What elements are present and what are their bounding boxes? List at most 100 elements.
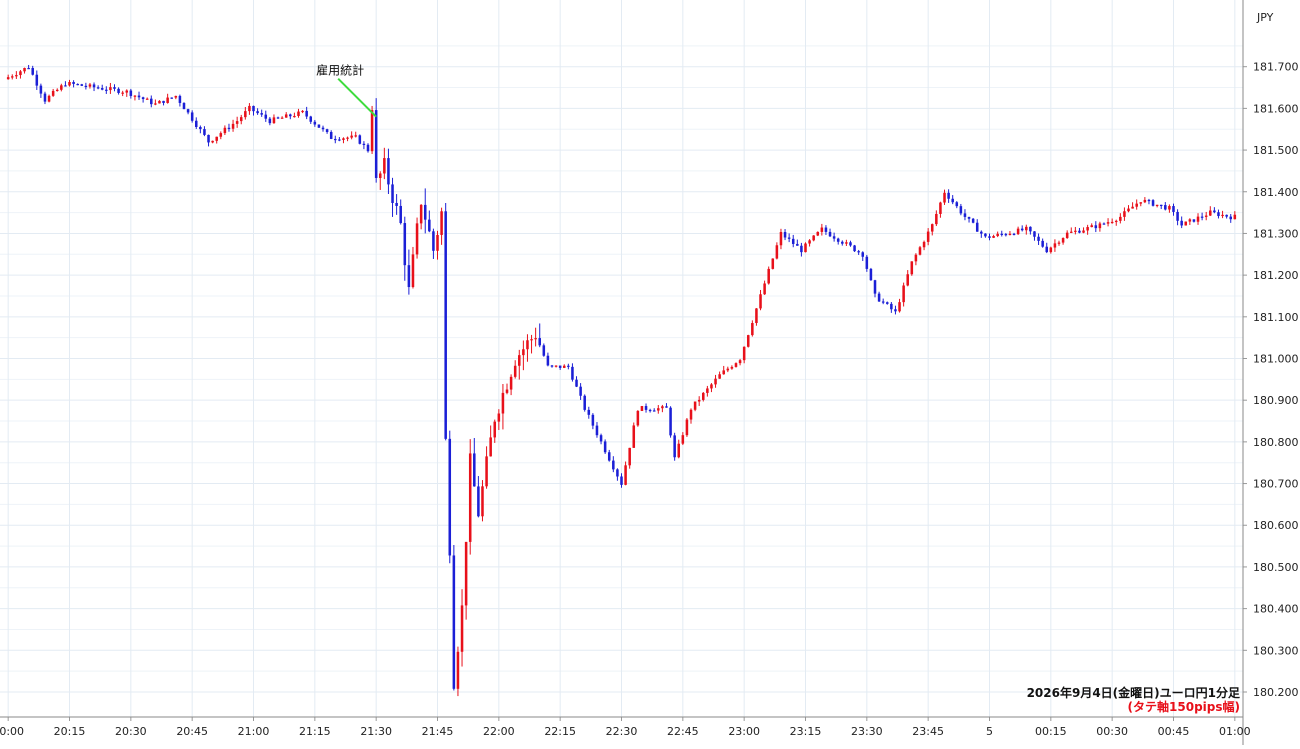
candle-body — [513, 365, 517, 377]
candle-body — [456, 651, 460, 689]
candle-body — [1184, 221, 1188, 226]
candle-body — [354, 135, 357, 137]
candle-body — [162, 100, 165, 103]
candle-body — [722, 370, 725, 375]
candle-body — [227, 127, 231, 129]
candle-body — [595, 425, 599, 436]
candle-body — [268, 118, 272, 124]
candle-body — [930, 224, 934, 232]
candle-body — [96, 87, 100, 89]
candle-body — [113, 87, 116, 89]
candle-body — [338, 139, 341, 141]
candle-body — [51, 90, 55, 96]
candle-body — [1123, 211, 1126, 217]
candle-body — [661, 406, 664, 409]
candle-body — [869, 268, 873, 281]
candle-body — [853, 245, 856, 252]
candle-body — [289, 114, 292, 117]
candle-body — [27, 67, 30, 70]
candle-body — [1233, 214, 1237, 220]
y-tick-label: 180.300 — [1253, 644, 1299, 657]
candle-body — [329, 131, 333, 139]
candle-body — [174, 95, 178, 98]
x-tick-label: 23:45 — [912, 725, 944, 738]
candle-body — [317, 124, 321, 128]
candle-body — [542, 345, 546, 356]
candle-body — [726, 368, 730, 371]
candle-body — [591, 414, 595, 426]
candle-body — [1213, 210, 1216, 213]
candle-body — [992, 236, 995, 238]
candle-body — [1033, 231, 1036, 237]
candle-body — [1094, 225, 1098, 229]
candle-body — [824, 227, 828, 232]
candle-body — [509, 376, 513, 390]
candle-body — [350, 135, 353, 138]
candle-body — [898, 302, 901, 312]
candle-body — [534, 338, 537, 340]
candle-body — [1016, 228, 1020, 235]
candle-body — [607, 452, 611, 461]
candle-body — [321, 127, 325, 130]
candle-body — [526, 340, 529, 350]
candle-body — [1102, 223, 1106, 225]
y-tick-label: 181.400 — [1253, 186, 1299, 199]
candle-body — [689, 409, 693, 420]
x-tick-label: 22:30 — [606, 725, 638, 738]
candle-body — [166, 97, 169, 103]
candle-body — [1114, 220, 1118, 223]
candle-body — [252, 105, 255, 112]
y-tick-label: 180.200 — [1253, 686, 1299, 699]
candle-body — [550, 365, 554, 367]
candle-body — [125, 90, 129, 93]
candle-body — [746, 335, 750, 347]
candle-body — [951, 198, 954, 203]
candle-body — [428, 219, 431, 232]
candle-body — [260, 113, 263, 115]
candle-body — [436, 234, 439, 251]
y-tick-label: 180.400 — [1253, 603, 1299, 616]
x-tick-label: 00:45 — [1158, 725, 1190, 738]
candle-body — [1020, 228, 1024, 231]
candle-body — [1110, 221, 1114, 224]
candle-body — [939, 202, 942, 214]
candle-body — [10, 76, 14, 78]
candle-body — [865, 256, 869, 269]
candle-body — [922, 241, 926, 248]
candle-body — [88, 84, 92, 87]
candle-body — [697, 399, 701, 402]
candle-body — [714, 378, 717, 385]
y-tick-label: 181.200 — [1253, 269, 1299, 282]
candle-body — [1221, 214, 1224, 217]
candle-body — [403, 223, 407, 266]
candle-body — [1180, 220, 1183, 226]
candle-body — [791, 238, 795, 244]
y-tick-label: 181.000 — [1253, 353, 1299, 366]
candle-body — [150, 98, 153, 105]
candle-body — [207, 134, 210, 143]
candle-body — [616, 469, 619, 477]
candle-body — [984, 233, 987, 237]
candle-body — [1131, 206, 1134, 209]
candle-body — [620, 476, 623, 485]
candle-body — [706, 388, 709, 393]
candle-body — [419, 204, 423, 224]
candle-body — [186, 109, 190, 113]
candle-body — [60, 85, 63, 90]
candle-body — [415, 223, 419, 255]
y-tick-label: 180.800 — [1253, 436, 1299, 449]
candle-body — [877, 293, 881, 302]
candle-body — [301, 110, 304, 113]
candle-body — [558, 365, 562, 368]
candle-body — [583, 395, 586, 410]
y-tick-label: 181.300 — [1253, 227, 1299, 240]
candle-body — [652, 410, 656, 412]
candle-body — [975, 222, 979, 232]
candle-body — [783, 231, 787, 238]
candle-body — [84, 85, 88, 88]
candle-body — [1217, 212, 1220, 217]
candle-body — [1074, 230, 1077, 232]
candle-body — [894, 309, 897, 312]
candle-body — [669, 407, 672, 436]
